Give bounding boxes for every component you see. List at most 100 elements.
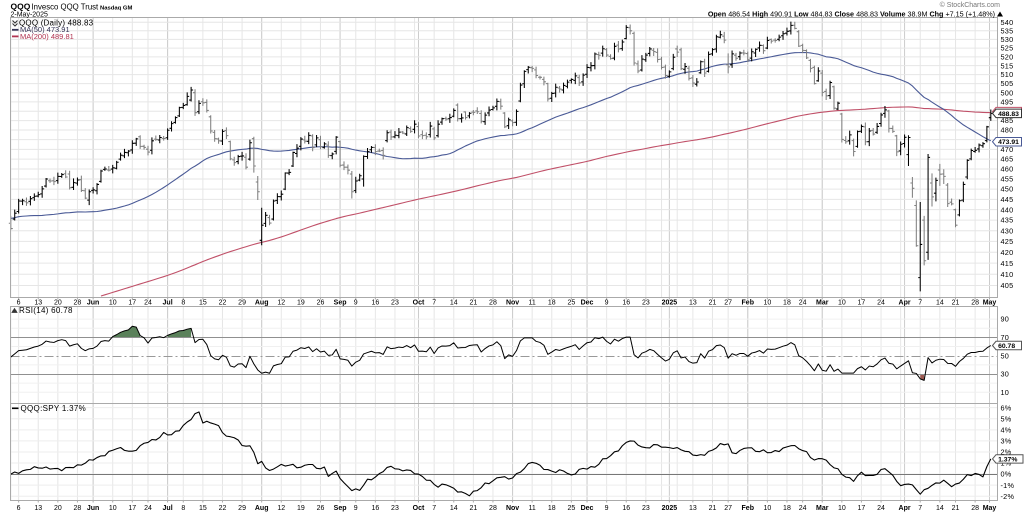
svg-text:8: 8: [181, 505, 185, 512]
svg-text:© StockCharts.com: © StockCharts.com: [940, 1, 1001, 9]
svg-text:Invesco QQQ Trust: Invesco QQQ Trust: [32, 3, 100, 12]
svg-text:465: 465: [1001, 155, 1014, 164]
svg-text:7: 7: [432, 505, 436, 512]
svg-text:7: 7: [918, 300, 922, 307]
svg-text:30: 30: [1001, 370, 1010, 379]
svg-text:10: 10: [763, 300, 771, 307]
svg-text:8: 8: [181, 300, 185, 307]
svg-text:17: 17: [128, 505, 136, 512]
svg-text:450: 450: [1001, 185, 1014, 194]
svg-text:15: 15: [199, 300, 207, 307]
svg-text:6: 6: [17, 505, 21, 512]
svg-text:28: 28: [971, 300, 979, 307]
svg-text:24: 24: [877, 300, 885, 307]
svg-text:QQQ:SPY 1.37%: QQQ:SPY 1.37%: [21, 404, 87, 413]
svg-text:26: 26: [317, 300, 325, 307]
svg-text:6%: 6%: [1001, 403, 1012, 412]
svg-text:70: 70: [1001, 333, 1010, 342]
svg-text:16: 16: [622, 505, 630, 512]
svg-text:28: 28: [971, 505, 979, 512]
svg-text:Apr: Apr: [899, 300, 911, 307]
svg-text:7: 7: [918, 505, 922, 512]
svg-text:515: 515: [1001, 61, 1014, 70]
svg-text:-2%: -2%: [1001, 492, 1015, 501]
svg-text:15: 15: [199, 505, 207, 512]
svg-text:QQQ: QQQ: [11, 2, 31, 12]
svg-text:473.91: 473.91: [998, 139, 1019, 146]
svg-text:495: 495: [1001, 98, 1014, 107]
svg-text:20: 20: [54, 300, 62, 307]
svg-text:6: 6: [17, 300, 21, 307]
svg-text:28: 28: [489, 505, 497, 512]
svg-text:17: 17: [858, 300, 866, 307]
svg-text:9: 9: [605, 505, 609, 512]
svg-text:9: 9: [354, 300, 358, 307]
svg-text:14: 14: [450, 505, 458, 512]
svg-text:530: 530: [1001, 35, 1014, 44]
svg-text:10: 10: [838, 505, 846, 512]
svg-text:425: 425: [1001, 237, 1014, 246]
svg-text:18: 18: [783, 300, 791, 307]
svg-text:460: 460: [1001, 165, 1014, 174]
svg-text:445: 445: [1001, 195, 1014, 204]
svg-text:24: 24: [877, 505, 885, 512]
svg-text:Apr: Apr: [899, 505, 911, 512]
svg-text:0%: 0%: [1001, 470, 1012, 479]
svg-text:18: 18: [548, 300, 556, 307]
svg-text:500: 500: [1001, 88, 1014, 97]
svg-text:430: 430: [1001, 226, 1014, 235]
svg-text:Oct: Oct: [413, 300, 425, 307]
svg-text:May: May: [983, 505, 997, 512]
svg-text:17: 17: [858, 505, 866, 512]
svg-text:525: 525: [1001, 44, 1014, 53]
svg-text:22: 22: [219, 505, 227, 512]
svg-text:14: 14: [450, 300, 458, 307]
svg-text:19: 19: [297, 300, 305, 307]
svg-text:11: 11: [529, 505, 536, 512]
svg-text:11: 11: [529, 300, 536, 307]
svg-text:10: 10: [763, 505, 771, 512]
svg-text:16: 16: [371, 300, 379, 307]
svg-text:440: 440: [1001, 205, 1014, 214]
svg-text:13: 13: [34, 300, 42, 307]
svg-text:20: 20: [54, 505, 62, 512]
svg-text:Jun: Jun: [87, 300, 99, 307]
svg-text:28: 28: [74, 300, 82, 307]
svg-text:24: 24: [144, 300, 152, 307]
svg-text:23: 23: [391, 300, 399, 307]
svg-text:27: 27: [724, 505, 732, 512]
svg-text:23: 23: [642, 300, 650, 307]
svg-text:9: 9: [605, 300, 609, 307]
svg-text:60.78: 60.78: [998, 343, 1015, 350]
svg-text:29: 29: [238, 505, 246, 512]
svg-text:Nov: Nov: [506, 300, 519, 307]
svg-text:14: 14: [936, 300, 944, 307]
svg-text:19: 19: [297, 505, 305, 512]
svg-text:24: 24: [144, 505, 152, 512]
svg-text:May: May: [983, 300, 997, 307]
svg-text:435: 435: [1001, 216, 1014, 225]
svg-text:21: 21: [952, 505, 960, 512]
svg-text:RSI(14) 60.78: RSI(14) 60.78: [19, 306, 73, 315]
svg-text:21: 21: [469, 300, 477, 307]
svg-text:Aug: Aug: [255, 300, 269, 307]
svg-text:5%: 5%: [1001, 414, 1012, 423]
svg-text:MA(200) 489.81: MA(200) 489.81: [20, 32, 74, 41]
svg-text:90: 90: [1001, 315, 1010, 324]
svg-text:470: 470: [1001, 145, 1014, 154]
svg-text:13: 13: [34, 505, 42, 512]
svg-text:2%: 2%: [1001, 448, 1012, 457]
svg-text:27: 27: [724, 300, 732, 307]
svg-text:23: 23: [642, 505, 650, 512]
svg-text:21: 21: [469, 505, 477, 512]
svg-text:Aug: Aug: [255, 505, 269, 512]
svg-text:25: 25: [567, 505, 575, 512]
svg-text:Jul: Jul: [163, 300, 173, 307]
svg-text:25: 25: [567, 300, 575, 307]
svg-text:Nov: Nov: [506, 505, 519, 512]
svg-text:21: 21: [952, 300, 960, 307]
svg-text:12: 12: [277, 300, 285, 307]
svg-text:-1%: -1%: [1001, 481, 1015, 490]
svg-text:Nasdaq GM: Nasdaq GM: [100, 5, 132, 11]
svg-text:4%: 4%: [1001, 425, 1012, 434]
